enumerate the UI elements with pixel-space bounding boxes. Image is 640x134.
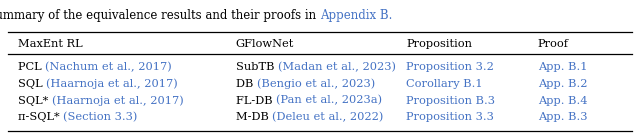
Text: Proposition B.3: Proposition B.3 (406, 96, 495, 105)
Text: App. B.3: App. B.3 (538, 112, 587, 122)
Text: MaxEnt RL: MaxEnt RL (18, 39, 83, 49)
Text: FL-DB: FL-DB (236, 96, 276, 105)
Text: App. B.2: App. B.2 (538, 79, 587, 89)
Text: SQL*: SQL* (18, 96, 52, 105)
Text: (Haarnoja et al., 2017): (Haarnoja et al., 2017) (46, 79, 178, 89)
Text: (Madan et al., 2023): (Madan et al., 2023) (278, 62, 396, 72)
Text: PCL: PCL (18, 62, 45, 72)
Text: SubTB: SubTB (236, 62, 278, 72)
Text: Proposition 3.3: Proposition 3.3 (406, 112, 494, 122)
Text: Corollary B.1: Corollary B.1 (406, 79, 483, 89)
Text: (Haarnoja et al., 2017): (Haarnoja et al., 2017) (52, 95, 184, 106)
Text: App. B.4: App. B.4 (538, 96, 587, 105)
Text: Table 1: Summary of the equivalence results and their proofs in: Table 1: Summary of the equivalence resu… (0, 9, 320, 22)
Text: SQL: SQL (18, 79, 46, 89)
Text: (Deleu et al., 2022): (Deleu et al., 2022) (272, 112, 383, 122)
Text: (Section 3.3): (Section 3.3) (63, 112, 138, 122)
Text: π-SQL*: π-SQL* (18, 112, 63, 122)
Text: M-DB: M-DB (236, 112, 272, 122)
Text: Proposition 3.2: Proposition 3.2 (406, 62, 494, 72)
Text: Proposition: Proposition (406, 39, 472, 49)
Text: App. B.1: App. B.1 (538, 62, 587, 72)
Text: (Pan et al., 2023a): (Pan et al., 2023a) (276, 95, 382, 106)
Text: DB: DB (236, 79, 257, 89)
Text: (Bengio et al., 2023): (Bengio et al., 2023) (257, 79, 375, 89)
Text: Proof: Proof (538, 39, 568, 49)
Text: Appendix B.: Appendix B. (320, 9, 392, 22)
Text: GFlowNet: GFlowNet (236, 39, 294, 49)
Text: (Nachum et al., 2017): (Nachum et al., 2017) (45, 62, 172, 72)
